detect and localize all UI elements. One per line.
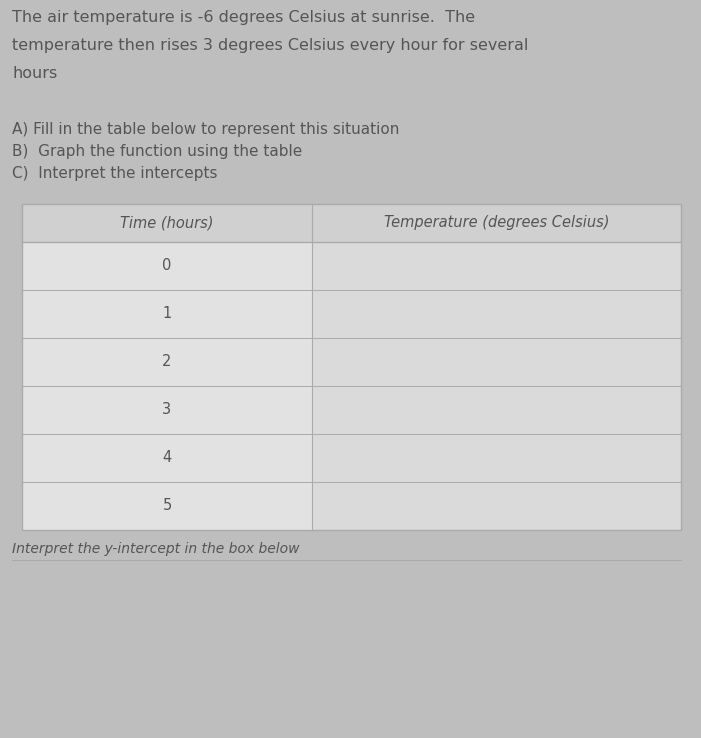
Bar xyxy=(22,204,681,530)
Text: The air temperature is -6 degrees Celsius at sunrise.  The: The air temperature is -6 degrees Celsiu… xyxy=(12,10,475,25)
Text: temperature then rises 3 degrees Celsius every hour for several: temperature then rises 3 degrees Celsius… xyxy=(12,38,529,53)
Text: Interpret the y-intercept in the box below: Interpret the y-intercept in the box bel… xyxy=(12,542,299,556)
Bar xyxy=(22,204,681,242)
Text: 4: 4 xyxy=(163,450,172,466)
Text: Time (hours): Time (hours) xyxy=(121,215,214,230)
Text: C)  Interpret the intercepts: C) Interpret the intercepts xyxy=(12,166,217,181)
Text: 2: 2 xyxy=(163,354,172,370)
Text: hours: hours xyxy=(12,66,57,81)
Bar xyxy=(312,242,681,530)
Text: 0: 0 xyxy=(163,258,172,274)
Text: Temperature (degrees Celsius): Temperature (degrees Celsius) xyxy=(383,215,609,230)
Bar xyxy=(22,242,312,530)
Text: 1: 1 xyxy=(163,306,172,322)
Text: 5: 5 xyxy=(163,498,172,514)
Text: 3: 3 xyxy=(163,402,172,418)
Text: A) Fill in the table below to represent this situation: A) Fill in the table below to represent … xyxy=(12,122,400,137)
Text: B)  Graph the function using the table: B) Graph the function using the table xyxy=(12,144,302,159)
